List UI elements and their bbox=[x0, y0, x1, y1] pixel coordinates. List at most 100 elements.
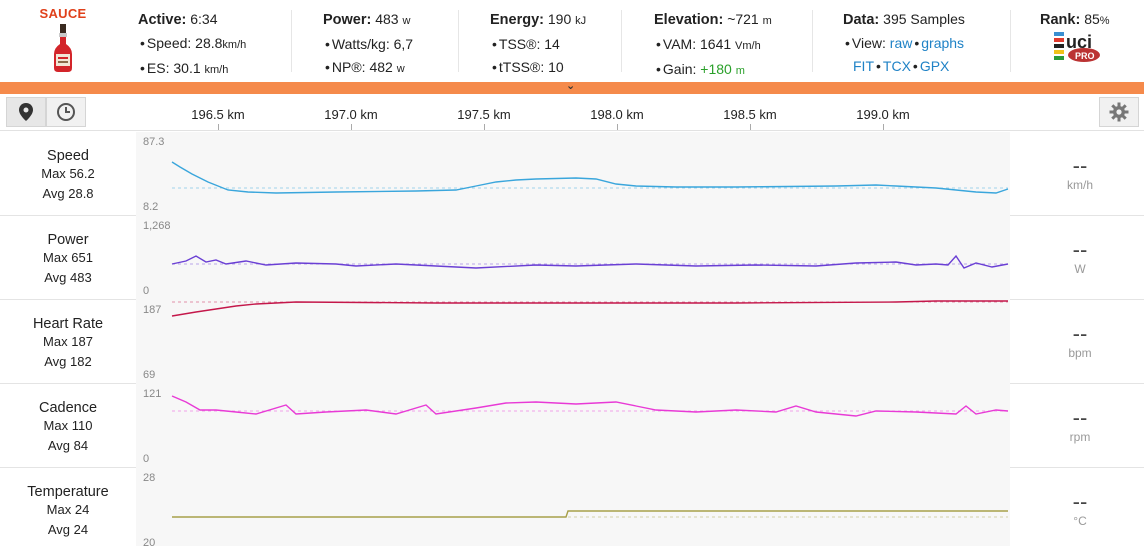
distance-axis-tick bbox=[617, 124, 618, 130]
distance-axis-tick bbox=[218, 124, 219, 130]
distance-axis-label: 198.0 km bbox=[590, 107, 644, 122]
vam-unit: Vm/h bbox=[735, 40, 761, 52]
tcx-link[interactable]: TCX bbox=[882, 58, 911, 74]
data-title: Data: bbox=[843, 12, 880, 28]
energy-value: 190 bbox=[547, 11, 572, 27]
np-unit: w bbox=[396, 63, 405, 75]
axis-min-label: 0 bbox=[143, 453, 150, 465]
distance-mode-button[interactable] bbox=[6, 97, 46, 127]
axis-min-label: 20 bbox=[143, 537, 156, 546]
metric-sparkline[interactable] bbox=[136, 468, 1010, 546]
metric-name: Speed bbox=[47, 148, 89, 164]
gain-unit: m bbox=[735, 65, 745, 77]
metric-label-column: Temperature Max 24 Avg 24 bbox=[0, 468, 136, 546]
es-label: ES: bbox=[146, 60, 170, 76]
es-unit: km/h bbox=[204, 64, 229, 76]
power-stat: Power: 483 w • Watts/kg: 6,7 • NP®: 482 w bbox=[323, 11, 414, 75]
axis-max-label: 1,268 bbox=[143, 220, 171, 232]
metric-sparkline[interactable] bbox=[136, 132, 1010, 216]
axis-min-label: 0 bbox=[143, 285, 150, 297]
settings-button[interactable] bbox=[1099, 97, 1139, 127]
distance-axis-label: 197.5 km bbox=[457, 107, 511, 122]
axis-max-label: 87.3 bbox=[143, 136, 165, 148]
axis-min-label: 69 bbox=[143, 369, 156, 381]
metric-sparkline[interactable] bbox=[136, 384, 1010, 468]
metric-max: Max 187 bbox=[43, 334, 93, 349]
distance-axis-label: 199.0 km bbox=[856, 107, 910, 122]
fit-link[interactable]: FIT bbox=[853, 58, 874, 74]
graph-area[interactable] bbox=[136, 132, 1010, 216]
graph-area[interactable] bbox=[136, 384, 1010, 468]
vam-label: VAM: bbox=[662, 36, 697, 52]
distance-axis-label: 197.0 km bbox=[324, 107, 378, 122]
active-value: 6:34 bbox=[190, 11, 218, 27]
current-unit: bpm bbox=[1068, 346, 1092, 360]
elevation-unit: m bbox=[762, 15, 772, 27]
rank-unit: % bbox=[1099, 15, 1110, 27]
chevron-down-icon[interactable]: ⌄ bbox=[566, 80, 576, 92]
elevation-stat: Elevation: ~721 m • VAM: 1641 Vm/h • Gain:… bbox=[654, 11, 772, 77]
divider bbox=[458, 10, 459, 72]
metric-avg: Avg 28.8 bbox=[42, 186, 94, 201]
metric-max: Max 24 bbox=[46, 502, 90, 517]
distance-axis-tick bbox=[883, 124, 884, 130]
metric-label-column: Speed Max 56.2 Avg 28.8 bbox=[0, 132, 136, 216]
tss-label: TSS®: bbox=[498, 36, 541, 52]
elevation-value: ~721 bbox=[727, 11, 759, 27]
divider bbox=[291, 10, 292, 72]
speed-value: 28.8 bbox=[195, 35, 223, 51]
metric-sparkline[interactable] bbox=[136, 216, 1010, 300]
ttss-label: tTSS®: bbox=[498, 59, 545, 75]
current-value: -- bbox=[1072, 153, 1088, 178]
gear-icon bbox=[1109, 102, 1129, 122]
chart-toolbar: 196.5 km 197.0 km 197.5 km 198.0 km 198.5 km… bbox=[0, 94, 1144, 131]
metric-sparkline[interactable] bbox=[136, 300, 1010, 384]
current-unit: °C bbox=[1073, 514, 1087, 528]
metric-row-temperature: Temperature Max 24 Avg 24 28 20 -- °C bbox=[0, 468, 1144, 546]
metric-name: Temperature bbox=[27, 484, 109, 500]
energy-stat: Energy: 190 kJ • TSS®: 14 • tTSS®: 10 bbox=[490, 11, 587, 75]
sauce-logo[interactable]: SAUCE bbox=[28, 6, 98, 76]
graph-area[interactable] bbox=[136, 468, 1010, 546]
current-value: -- bbox=[1072, 489, 1088, 514]
energy-title: Energy: bbox=[490, 12, 544, 28]
metric-max: Max 110 bbox=[43, 418, 93, 433]
hot-sauce-bottle-icon bbox=[54, 24, 72, 72]
distance-axis-tick bbox=[750, 124, 751, 130]
tss-value: 14 bbox=[544, 36, 560, 52]
uci-pro-badge-icon: uci PRO bbox=[1054, 32, 1100, 62]
graphs-link[interactable]: graphs bbox=[921, 35, 965, 51]
pro-text: PRO bbox=[1075, 51, 1095, 61]
gain-label: Gain: bbox=[662, 61, 697, 77]
current-value: -- bbox=[1072, 321, 1088, 346]
view-label: View: bbox=[851, 35, 886, 51]
raw-link[interactable]: raw bbox=[889, 35, 913, 51]
header-collapse-bar[interactable]: ⌄ bbox=[0, 80, 1144, 94]
axis-min-label: 8.2 bbox=[143, 201, 159, 213]
metric-row-heart-rate: Heart Rate Max 187 Avg 182 187 69 -- bpm bbox=[0, 300, 1144, 384]
power-value: 483 bbox=[375, 11, 399, 27]
stats-header: SAUCE Active: 6:34 • Speed: 28.8km/h • ES:… bbox=[0, 0, 1144, 82]
metric-name: Power bbox=[47, 232, 89, 248]
graph-area[interactable] bbox=[136, 300, 1010, 384]
metric-max: Max 56.2 bbox=[41, 166, 95, 181]
metric-row-speed: Speed Max 56.2 Avg 28.8 87.3 8.2 -- km/h bbox=[0, 132, 1144, 216]
wkg-label: Watts/kg: bbox=[331, 36, 390, 52]
speed-unit: km/h bbox=[222, 39, 247, 51]
metric-trace-line bbox=[171, 300, 1008, 317]
gain-value: +180 bbox=[700, 61, 732, 77]
time-mode-button[interactable] bbox=[46, 97, 86, 127]
graph-area[interactable] bbox=[136, 216, 1010, 300]
elevation-title: Elevation: bbox=[654, 12, 724, 28]
np-value: 482 bbox=[369, 59, 393, 75]
metric-trace-line bbox=[171, 395, 1009, 417]
divider bbox=[1010, 10, 1011, 72]
vam-value: 1641 bbox=[700, 36, 732, 52]
map-pin-icon bbox=[19, 103, 33, 121]
metric-label-column: Power Max 651 Avg 483 bbox=[0, 216, 136, 300]
gpx-link[interactable]: GPX bbox=[919, 58, 950, 74]
logo-text: SAUCE bbox=[39, 6, 87, 21]
rank-value: 85 bbox=[1084, 11, 1100, 27]
metric-trace-line bbox=[171, 161, 1009, 194]
axis-max-label: 187 bbox=[143, 304, 162, 316]
